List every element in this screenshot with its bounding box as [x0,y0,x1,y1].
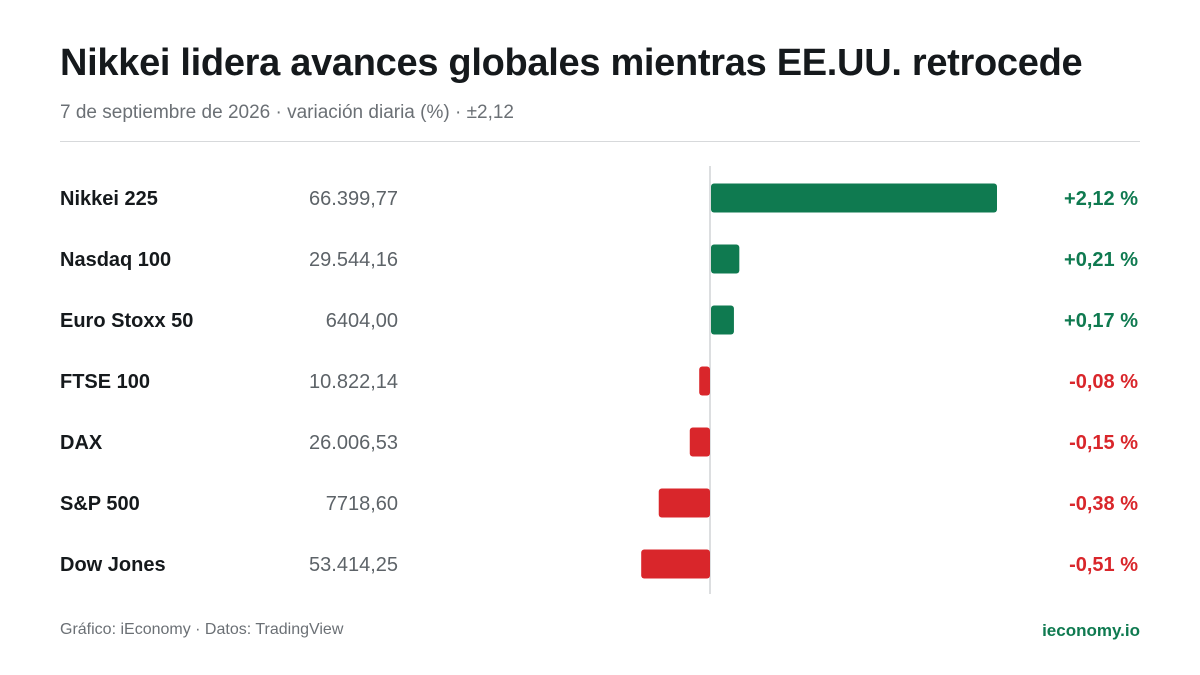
index-name: Euro Stoxx 50 [60,310,193,332]
index-name: FTSE 100 [60,371,150,393]
index-level: 7718,60 [326,493,398,515]
value-label: +2,12 % [1064,188,1138,210]
value-label: +0,21 % [1064,249,1138,271]
bar [658,488,710,518]
index-level: 10.822,14 [309,371,398,393]
index-name: S&P 500 [60,493,140,515]
index-level: 6404,00 [326,310,398,332]
index-level: 66.399,77 [309,188,398,210]
source-credit: Gráfico: iEconomy · Datos: TradingView [60,621,344,638]
header-divider [60,141,1140,142]
bar [689,427,710,457]
chart-subtitle: 7 de septiembre de 2026 · variación diar… [60,102,514,123]
bar [641,549,710,579]
value-label: -0,15 % [1069,432,1138,454]
bar [699,366,710,396]
index-name: Nasdaq 100 [60,249,171,271]
value-label: -0,51 % [1069,554,1138,576]
index-level: 29.544,16 [309,249,398,271]
bar-chart: Nikkei 225 66.399,77 +2,12 % Nasdaq 100 29.5… [60,166,1138,594]
index-name: Nikkei 225 [60,188,158,210]
value-label: +0,17 % [1064,310,1138,332]
brand-link[interactable]: ieconomy.io [1042,621,1140,640]
bar [711,305,734,335]
index-level: 53.414,25 [309,554,398,576]
value-label: -0,38 % [1069,493,1138,515]
chart-title: Nikkei lidera avances globales mientras … [60,42,1083,84]
value-label: -0,08 % [1069,371,1138,393]
bar [711,183,997,213]
index-name: DAX [60,432,103,454]
bar [711,244,740,274]
index-level: 26.006,53 [309,432,398,454]
index-name: Dow Jones [60,554,166,576]
